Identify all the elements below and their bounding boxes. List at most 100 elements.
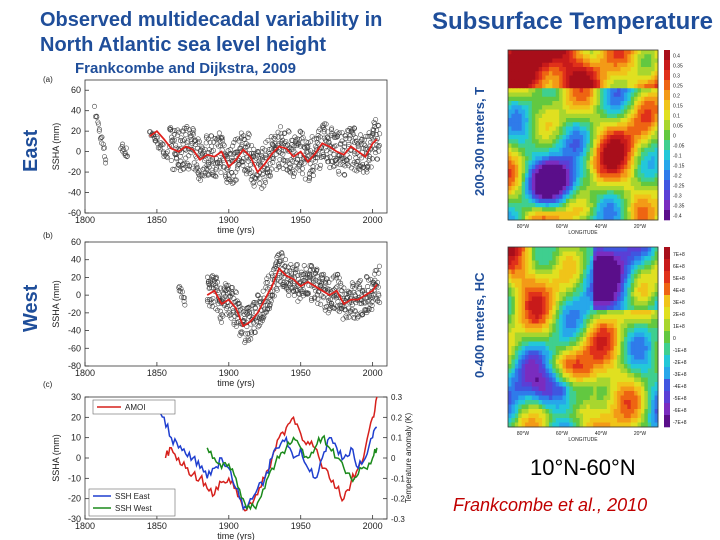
heat-cell [583,341,587,347]
heat-cell [637,323,642,329]
heat-cell [545,152,550,157]
heat-cell [514,350,519,356]
heat-cell [620,355,625,360]
heat-cell [647,283,652,288]
heat-cell [579,105,584,110]
heat-cell [565,328,570,333]
heat-cell [548,186,553,191]
heat-cell [603,260,608,266]
heat-cell [579,341,584,347]
heat-cell [644,139,649,144]
heat-cell [600,92,604,98]
heat-cell [535,395,540,401]
heat-cell [514,296,519,302]
heat-cell [542,287,546,293]
heat-cell [600,79,604,85]
heat-cell [531,296,536,302]
heat-cell [583,278,587,284]
heat-cell [562,409,567,414]
heat-cell [511,147,516,153]
heat-cell [610,359,615,365]
heat-cell [644,173,649,178]
heat-cell [542,404,546,410]
heat-cell [552,350,557,356]
data-point [211,299,217,305]
heat-cell [644,92,649,98]
heat-cell [617,283,621,288]
data-point [348,290,354,296]
heat-cell [623,382,628,387]
heat-cell [514,328,519,333]
heat-cell [525,122,529,127]
heat-cell [589,413,594,419]
heat-cell [644,355,649,360]
heat-cell [620,215,625,221]
heat-cell [583,67,587,72]
heat-cell [617,84,621,89]
heat-cell [545,92,550,98]
heat-cell [528,364,533,369]
heat-cell [579,169,584,174]
heat-cell [569,105,574,110]
heat-cell [613,328,618,333]
heat-cell [637,54,642,59]
heat-cell [586,247,591,252]
heat-cell [637,265,642,270]
heat-cell [521,181,526,187]
heat-cell [647,122,652,127]
heat-cell [603,92,608,98]
heat-cell [606,164,611,170]
heat-cell [644,109,649,115]
heat-cell [508,292,512,297]
heat-cell [606,296,611,302]
heat-cell [610,96,615,102]
heat-cell [576,341,580,347]
heat-cell [521,274,526,279]
heat-cell [630,67,635,72]
data-point [220,296,226,302]
heat-cell [603,143,608,149]
heat-cell [600,139,604,144]
heat-cell [511,296,516,302]
heat-cell [538,377,543,383]
data-point [367,295,373,301]
heat-cell [617,105,621,110]
heat-cell [542,269,546,275]
heat-cell [603,350,608,356]
heat-cell [627,181,632,187]
heat-cell [617,211,621,217]
heat-cell [589,211,594,217]
heat-cell [521,341,526,347]
heat-cell [623,332,628,338]
data-point [321,271,327,277]
heat-cell [565,373,570,378]
heat-cell [627,147,632,153]
heat-cell [606,355,611,360]
heat-cell [647,194,652,200]
heat-cell [572,75,577,81]
y-tick-label: 60 [71,85,81,95]
heat-cell [514,413,519,419]
heat-cell [589,139,594,144]
heat-cell [654,194,659,200]
heat-cell [565,160,570,166]
heat-cell [508,400,512,405]
heat-cell [589,337,594,342]
heat-cell [569,274,574,279]
heat-cell [531,377,536,383]
heat-cell [630,88,635,93]
heat-cell [620,75,625,81]
heat-cell [630,404,635,410]
heat-cell [514,143,519,149]
heat-cell [525,186,529,191]
data-point [363,134,369,140]
heat-cell [562,368,567,374]
heat-cell [521,283,526,288]
heat-cell [596,194,601,200]
heat-cell [514,186,519,191]
heat-cell [630,413,635,419]
heat-cell [620,58,625,64]
heat-cell [586,67,591,72]
data-point [323,276,329,282]
data-point [335,271,341,277]
